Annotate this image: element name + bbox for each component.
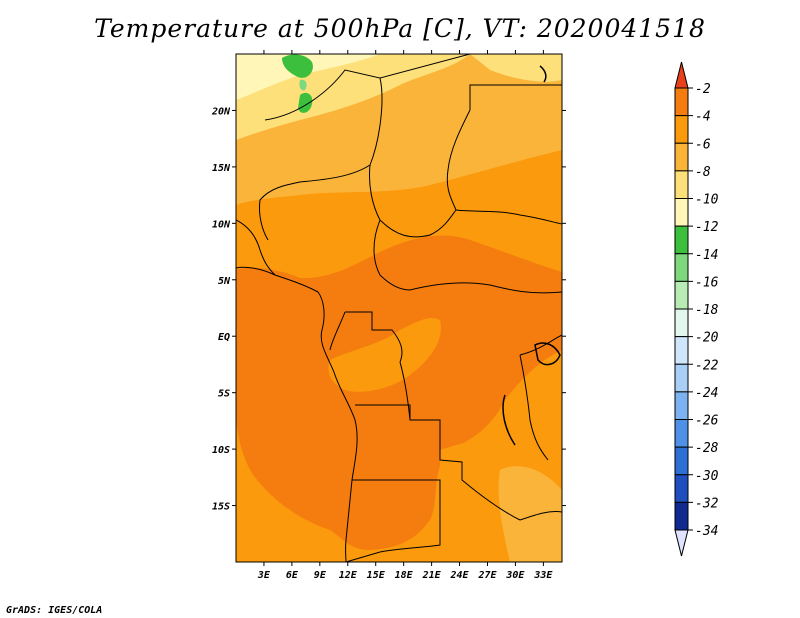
colorbar-label-12: -26 bbox=[695, 414, 719, 429]
field-south-west bbox=[236, 480, 345, 562]
lon-label-7: 24E bbox=[450, 570, 470, 581]
coastline bbox=[236, 266, 358, 562]
lon-label-3: 12E bbox=[339, 570, 358, 581]
lat-label-5: 5S bbox=[218, 389, 230, 400]
border-line-11 bbox=[399, 361, 521, 521]
lakes bbox=[502, 65, 561, 446]
lon-label-2: 9E bbox=[314, 570, 327, 581]
map-panel bbox=[235, 53, 563, 563]
field-band-coldest bbox=[236, 54, 380, 100]
colorbar-label-6: -14 bbox=[695, 248, 718, 263]
lat-label-4: EQ bbox=[218, 332, 230, 343]
lon-label-6: 21E bbox=[422, 570, 442, 581]
lat-label-2: 10N bbox=[212, 219, 231, 230]
border-line-6 bbox=[379, 209, 562, 238]
colorbar-label-13: -28 bbox=[695, 441, 719, 456]
field-lighter-stripe bbox=[328, 318, 441, 392]
colorbar-segment-7 bbox=[674, 280, 689, 310]
border-line-2 bbox=[469, 84, 562, 110]
lon-label-4: 15E bbox=[367, 570, 386, 581]
colorbar-label-8: -18 bbox=[695, 303, 719, 318]
colorbar-segment-3 bbox=[674, 170, 689, 199]
colorbar-label-15: -32 bbox=[695, 496, 719, 511]
border-line-5 bbox=[236, 219, 276, 276]
lake-tanganyika bbox=[502, 394, 516, 446]
lat-label-7: 15S bbox=[212, 502, 230, 513]
border-line-1 bbox=[379, 54, 471, 79]
lat-label-3: 5N bbox=[218, 276, 231, 287]
border-line-12 bbox=[355, 404, 411, 420]
map-axes: 20N 15N 10N 5N EQ 5S 10S 15S 3E 6E 9E 12E 15E 18E 21E 2… bbox=[211, 50, 566, 581]
chart-title: Temperature at 500hPa [C], VT: 202004151… bbox=[94, 14, 706, 43]
colorbar-segment-12 bbox=[674, 419, 689, 448]
lat-label-0: 20N bbox=[211, 106, 231, 117]
colorbar-label-2: -6 bbox=[695, 137, 711, 152]
border-line-7 bbox=[373, 219, 411, 291]
colorbar-label-4: -10 bbox=[695, 193, 719, 208]
field-patch-green-3 bbox=[299, 79, 307, 91]
lake-nasser bbox=[539, 65, 547, 83]
colorbar-label-7: -16 bbox=[695, 275, 719, 290]
colorbar-bottom-arrow bbox=[674, 529, 689, 557]
colorbar-segment-9 bbox=[674, 336, 689, 365]
border-line-16 bbox=[519, 334, 562, 356]
lon-label-10: 33E bbox=[533, 570, 553, 581]
colorbar-label-10: -22 bbox=[695, 358, 719, 373]
colorbar-label-0: -2 bbox=[695, 82, 711, 97]
border-line-13 bbox=[345, 479, 441, 562]
lon-label-0: 3E bbox=[257, 570, 271, 581]
colorbar-segment-0 bbox=[674, 87, 689, 117]
border-line-14 bbox=[519, 511, 562, 521]
border-line-3 bbox=[446, 109, 471, 211]
colorbar-segment-1 bbox=[674, 115, 689, 144]
lon-label-5: 18E bbox=[395, 570, 414, 581]
lat-label-1: 15N bbox=[212, 163, 231, 174]
border-line-0 bbox=[264, 69, 383, 221]
field-patch-green-1 bbox=[282, 54, 313, 78]
lon-label-9: 30E bbox=[505, 570, 525, 581]
field-south-east-cool bbox=[498, 466, 562, 562]
colorbar-label-16: -34 bbox=[695, 524, 718, 539]
colorbar-label-11: -24 bbox=[695, 386, 718, 401]
border-line-15 bbox=[519, 354, 549, 461]
colorbar-label-1: -4 bbox=[695, 110, 711, 125]
colorbar-segment-14 bbox=[674, 474, 689, 503]
lon-label-8: 27E bbox=[477, 570, 497, 581]
field-band-cold-east bbox=[470, 54, 562, 82]
colorbar-segment-13 bbox=[674, 446, 689, 476]
country-borders bbox=[236, 54, 562, 562]
border-line-9 bbox=[345, 311, 403, 363]
colorbar-segment-15 bbox=[674, 501, 689, 531]
colorbar: -2 -4 -6 -8 -10 -12 -14 -16 -18 -20 -22 -24 -26 -28 -3… bbox=[674, 61, 719, 557]
colorbar-segment-2 bbox=[674, 142, 689, 172]
temperature-field bbox=[236, 54, 562, 562]
map-frame bbox=[235, 53, 563, 563]
colorbar-label-5: -12 bbox=[695, 220, 719, 235]
border-line-10 bbox=[329, 311, 346, 351]
colorbar-segment-8 bbox=[674, 308, 689, 338]
colorbar-segment-10 bbox=[674, 363, 689, 393]
colorbar-segment-6 bbox=[674, 253, 689, 282]
lat-label-6: 10S bbox=[212, 445, 230, 456]
lake-victoria bbox=[534, 342, 561, 366]
border-line-4 bbox=[259, 164, 371, 241]
border-line-8 bbox=[409, 282, 562, 294]
colorbar-label-9: -20 bbox=[695, 331, 719, 346]
colorbar-top-arrow bbox=[674, 61, 689, 89]
colorbar-label-3: -8 bbox=[695, 165, 711, 180]
grads-credit: GrADS: IGES/COLA bbox=[6, 605, 103, 616]
colorbar-segment-11 bbox=[674, 391, 689, 420]
colorbar-label-14: -30 bbox=[695, 469, 719, 484]
lon-label-1: 6E bbox=[286, 570, 299, 581]
colorbar-segment-5 bbox=[674, 225, 689, 255]
colorbar-segment-4 bbox=[674, 198, 689, 227]
field-warm-region bbox=[236, 235, 562, 550]
